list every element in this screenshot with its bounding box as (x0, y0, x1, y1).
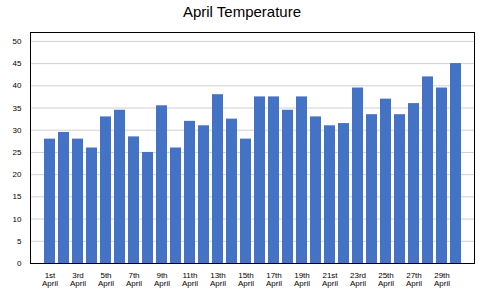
svg-text:17thApril: 17thApril (266, 271, 282, 288)
svg-text:15: 15 (13, 192, 22, 201)
svg-text:19thApril: 19thApril (294, 271, 310, 288)
svg-text:21stApril: 21stApril (322, 271, 338, 288)
svg-text:13thApril: 13thApril (210, 271, 226, 288)
svg-text:40: 40 (13, 81, 22, 90)
svg-text:11thApril: 11thApril (182, 271, 198, 288)
svg-text:20: 20 (13, 170, 22, 179)
svg-text:30: 30 (13, 126, 22, 135)
svg-text:50: 50 (13, 37, 22, 46)
svg-text:5: 5 (17, 237, 22, 246)
svg-text:25: 25 (13, 148, 22, 157)
svg-text:29thApril: 29thApril (434, 271, 450, 288)
svg-text:9thApril: 9thApril (154, 271, 170, 288)
svg-text:15thApril: 15thApril (238, 271, 254, 288)
svg-text:7thApril: 7thApril (126, 271, 142, 288)
html-text:April Temperature: April Temperature (182, 3, 302, 20)
svg-text:5thApril: 5thApril (98, 271, 114, 288)
svg-text:45: 45 (13, 59, 22, 68)
svg-text:1stApril: 1stApril (42, 271, 58, 288)
svg-text:23rdApril: 23rdApril (350, 271, 366, 288)
svg-text:25thApril: 25thApril (378, 271, 394, 288)
svg-text:27thApril: 27thApril (406, 271, 422, 288)
svg-text:0: 0 (17, 259, 22, 268)
svg-text:35: 35 (13, 104, 22, 113)
svg-text:10: 10 (13, 215, 22, 224)
svg-text:3rdApril: 3rdApril (70, 271, 86, 288)
